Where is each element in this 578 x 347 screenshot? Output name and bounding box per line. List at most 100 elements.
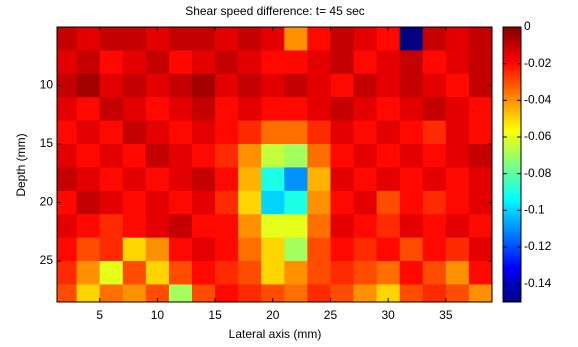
heatmap-cell bbox=[353, 284, 378, 302]
heatmap-cell bbox=[99, 167, 124, 192]
heatmap-cell bbox=[99, 120, 124, 145]
y-tick-label: 10 bbox=[40, 78, 54, 92]
heatmap-cell bbox=[57, 261, 78, 285]
heatmap-cell bbox=[376, 73, 401, 98]
heatmap-cell bbox=[445, 167, 470, 192]
heatmap-cell bbox=[399, 73, 424, 98]
heatmap-cell bbox=[468, 73, 492, 98]
heatmap-cell bbox=[57, 144, 78, 168]
heatmap-cell bbox=[353, 120, 378, 145]
heatmap-cell bbox=[238, 214, 262, 239]
heatmap-cell bbox=[445, 261, 470, 285]
heatmap-cell bbox=[145, 214, 170, 239]
heatmap-cell bbox=[76, 167, 101, 192]
heatmap-cell bbox=[468, 261, 492, 285]
x-tick-label: 25 bbox=[324, 308, 338, 322]
heatmap-cell bbox=[468, 284, 492, 302]
colorbar bbox=[502, 26, 522, 303]
heatmap-cell bbox=[215, 261, 239, 285]
heatmap-cell bbox=[192, 144, 216, 168]
heatmap-cell bbox=[192, 50, 216, 75]
heatmap-cell bbox=[399, 167, 424, 192]
heatmap-cell bbox=[445, 190, 470, 215]
heatmap-cell bbox=[168, 73, 193, 98]
heatmap-cell bbox=[261, 120, 285, 145]
heatmap-cell bbox=[307, 190, 331, 215]
heatmap-cell bbox=[284, 27, 308, 51]
heatmap-cell bbox=[422, 27, 447, 51]
heatmap-cell bbox=[468, 167, 492, 192]
heatmap-cell bbox=[57, 214, 78, 239]
heatmap-cell bbox=[422, 97, 447, 122]
heatmap-cell bbox=[422, 214, 447, 239]
heatmap-cell bbox=[307, 144, 331, 168]
heatmap-cell bbox=[468, 144, 492, 168]
heatmap-cell bbox=[353, 214, 378, 239]
heatmap-cell bbox=[261, 97, 285, 122]
heatmap-cell bbox=[399, 261, 424, 285]
heatmap-cell bbox=[445, 237, 470, 262]
heatmap-cell bbox=[215, 214, 239, 239]
heatmap-cell bbox=[307, 27, 331, 51]
heatmap-cell bbox=[330, 284, 355, 302]
heatmap-cell bbox=[330, 214, 355, 239]
heatmap-cell bbox=[76, 27, 101, 51]
heatmap-cell bbox=[422, 144, 447, 168]
heatmap-cell bbox=[99, 50, 124, 75]
heatmap-cell bbox=[168, 190, 193, 215]
heatmap-cell bbox=[122, 237, 147, 262]
heatmap-cell bbox=[468, 237, 492, 262]
x-tick-label: 15 bbox=[208, 308, 222, 322]
heatmap-cell bbox=[215, 50, 239, 75]
heatmap-cell bbox=[376, 50, 401, 75]
heatmap-cell bbox=[168, 237, 193, 262]
heatmap-cell bbox=[99, 284, 124, 302]
heatmap-cell bbox=[353, 261, 378, 285]
heatmap-cell bbox=[192, 190, 216, 215]
heatmap-cell bbox=[307, 214, 331, 239]
heatmap-cell bbox=[445, 50, 470, 75]
heatmap-cell bbox=[122, 144, 147, 168]
heatmap-cell bbox=[307, 50, 331, 75]
heatmap-cell bbox=[192, 237, 216, 262]
heatmap-cell bbox=[192, 214, 216, 239]
y-tick-label: 20 bbox=[40, 195, 54, 209]
heatmap-cell bbox=[284, 237, 308, 262]
heatmap-cell bbox=[445, 284, 470, 302]
heatmap-cell bbox=[330, 120, 355, 145]
colorbar-tick-label: -0.02 bbox=[524, 56, 552, 70]
heatmap-cell bbox=[99, 73, 124, 98]
heatmap-cell bbox=[215, 284, 239, 302]
heatmap-cell bbox=[376, 190, 401, 215]
heatmap-cell bbox=[261, 237, 285, 262]
heatmap-cell bbox=[192, 73, 216, 98]
heatmap-cell bbox=[445, 27, 470, 51]
heatmap-cell bbox=[99, 261, 124, 285]
heatmap-cell bbox=[215, 190, 239, 215]
heatmap-cell bbox=[376, 167, 401, 192]
colorbar-tick-label: -0.1 bbox=[524, 203, 545, 217]
heatmap-cell bbox=[307, 237, 331, 262]
heatmap-cell bbox=[307, 167, 331, 192]
heatmap-cell bbox=[353, 50, 378, 75]
heatmap-cell bbox=[284, 144, 308, 168]
heatmap-cell bbox=[376, 237, 401, 262]
heatmap bbox=[57, 27, 492, 302]
heatmap-cell bbox=[215, 237, 239, 262]
heatmap-cell bbox=[145, 50, 170, 75]
heatmap-cell bbox=[284, 50, 308, 75]
heatmap-cell bbox=[57, 167, 78, 192]
heatmap-cell bbox=[192, 167, 216, 192]
heatmap-cell bbox=[238, 27, 262, 51]
heatmap-cell bbox=[238, 120, 262, 145]
heatmap-cell bbox=[376, 144, 401, 168]
heatmap-cell bbox=[145, 27, 170, 51]
heatmap-cell bbox=[445, 144, 470, 168]
heatmap-cell bbox=[76, 120, 101, 145]
heatmap-cell bbox=[122, 27, 147, 51]
y-axis-label: Depth (mm) bbox=[14, 133, 28, 196]
heatmap-cell bbox=[307, 120, 331, 145]
heatmap-cell bbox=[145, 97, 170, 122]
heatmap-cell bbox=[376, 214, 401, 239]
